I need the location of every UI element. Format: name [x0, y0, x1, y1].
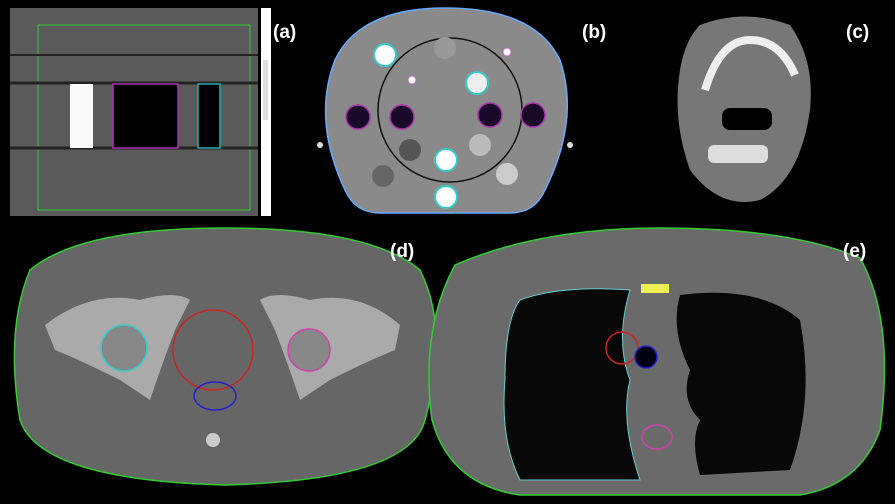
- panel-label: (d): [390, 241, 414, 262]
- insert: [521, 103, 545, 127]
- marker: [317, 142, 323, 148]
- panel-label: (a): [273, 22, 296, 43]
- insert: [372, 165, 394, 187]
- insert: [390, 105, 414, 129]
- insert: [346, 105, 370, 129]
- insert: [374, 44, 396, 66]
- insert: [70, 84, 93, 148]
- insert: [434, 37, 456, 59]
- insert: [478, 103, 502, 127]
- insert: [435, 149, 457, 171]
- bone: [206, 433, 220, 447]
- contour: [288, 329, 330, 371]
- lung: [504, 289, 640, 480]
- panel-e: [429, 228, 885, 495]
- page: (a) (b) (c): [0, 0, 895, 504]
- bone: [708, 145, 768, 163]
- panel-a: [10, 8, 271, 216]
- insert: [496, 163, 518, 185]
- insert: [469, 134, 491, 156]
- contour: [101, 325, 147, 371]
- panel-d: [14, 228, 436, 485]
- panel-b: [317, 8, 573, 213]
- insert: [399, 139, 421, 161]
- lung: [677, 293, 806, 475]
- insert: [113, 84, 178, 148]
- insert: [198, 84, 220, 148]
- marker: [408, 76, 416, 84]
- insert: [466, 72, 488, 94]
- scale-bar: [263, 60, 268, 120]
- figure: (a) (b) (c): [0, 0, 895, 504]
- panel-label: (b): [582, 22, 606, 43]
- marker: [641, 284, 669, 293]
- panel-label: (e): [843, 241, 866, 262]
- contour: [635, 346, 657, 368]
- panel-label: (c): [846, 22, 869, 43]
- airway: [722, 108, 772, 130]
- marker: [503, 48, 511, 56]
- marker: [567, 142, 573, 148]
- insert: [435, 186, 457, 208]
